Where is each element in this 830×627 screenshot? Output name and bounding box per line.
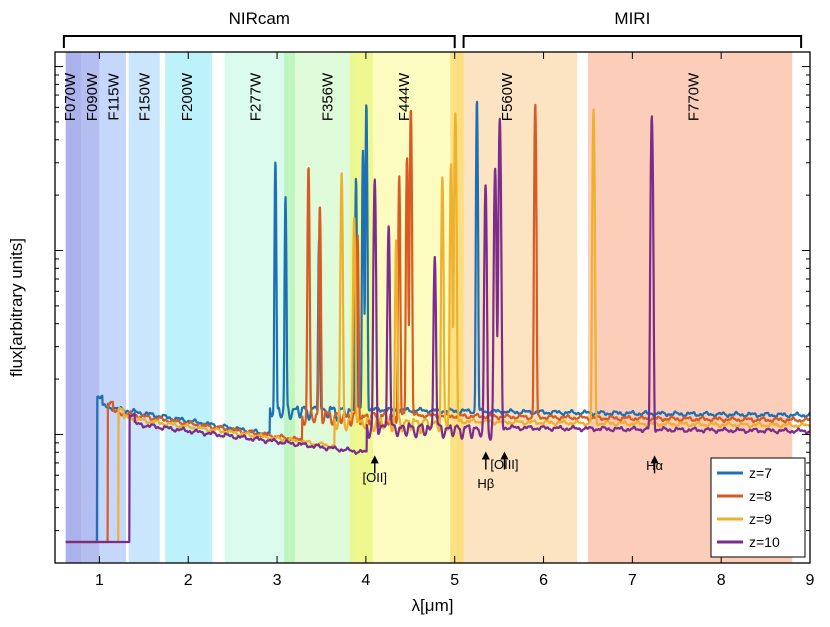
x-tick-label-8: 8 — [717, 572, 726, 589]
legend-label-z9: z=9 — [749, 511, 772, 527]
filter-band-f277w — [224, 52, 289, 563]
x-tick-label-2: 2 — [184, 572, 193, 589]
filter-band-f150w — [128, 52, 160, 563]
filter-band-f090w — [81, 52, 100, 563]
annotation-arrowhead-2 — [500, 451, 509, 460]
line-annotations: [OII] Hβ [OIII] Hα — [362, 451, 663, 491]
x-tick-label-1: 1 — [95, 572, 104, 589]
series-line-z10 — [64, 115, 811, 544]
x-tick-label-4: 4 — [361, 572, 370, 589]
filter-label-f200w: F200W — [179, 72, 196, 121]
legend-label-z7: z=7 — [749, 465, 772, 481]
x-tick-label-6: 6 — [539, 572, 548, 589]
legend-label-z10: z=10 — [749, 534, 780, 550]
filter-label-f090w: F090W — [84, 72, 101, 121]
annotation-label-1: Hβ — [477, 476, 494, 491]
annotation-arrowhead-3 — [650, 455, 659, 464]
filter-label-f444w: F444W — [396, 72, 413, 121]
filter-label-f560w: F560W — [499, 72, 516, 121]
filter-label-f150w: F150W — [137, 72, 154, 121]
legend: z=7 z=8 z=9 z=10 — [710, 457, 806, 558]
spectra-series — [64, 100, 811, 544]
x-tick-label-9: 9 — [806, 572, 815, 589]
annotation-arrowhead-1 — [481, 451, 490, 460]
x-tick-label-5: 5 — [450, 572, 459, 589]
annotation-label-2: [OIII] — [490, 457, 518, 472]
filter-label-f115w: F115W — [105, 73, 122, 121]
plot-frame — [54, 51, 811, 564]
filter-label-f770w: F770W — [685, 72, 702, 121]
annotation-arrowhead-0 — [370, 455, 379, 464]
legend-label-z8: z=8 — [749, 488, 772, 504]
instrument-brackets: NIRcam MIRI — [62, 9, 803, 48]
instrument-label-nircam: NIRcam — [229, 9, 290, 28]
filter-band-f115w — [99, 52, 127, 563]
axes: 1 2 3 4 5 6 7 8 9 λ[μm] flux[arbitrary units] — [7, 51, 815, 615]
filter-bands: F070W F090W F115W F150W F200W F277W F356W F444W… — [62, 52, 793, 563]
filter-band-f200w — [165, 52, 213, 563]
filter-overlap-0 — [284, 52, 295, 563]
annotation-label-3: Hα — [646, 458, 663, 473]
instrument-bracket-miri — [462, 35, 803, 48]
y-axis-title: flux[arbitrary units] — [7, 238, 26, 377]
annotation-label-0: [OII] — [362, 470, 387, 485]
series-line-z9 — [64, 108, 811, 544]
filter-label-f277w: F277W — [248, 72, 265, 121]
x-tick-label-7: 7 — [628, 572, 637, 589]
filter-label-f356w: F356W — [320, 72, 337, 121]
filter-label-f070w: F070W — [62, 72, 79, 121]
instrument-label-miri: MIRI — [614, 9, 650, 28]
instrument-bracket-nircam — [62, 35, 456, 48]
x-tick-label-3: 3 — [273, 572, 282, 589]
filter-band-f070w — [65, 52, 82, 563]
x-axis-title: λ[μm] — [412, 596, 454, 615]
